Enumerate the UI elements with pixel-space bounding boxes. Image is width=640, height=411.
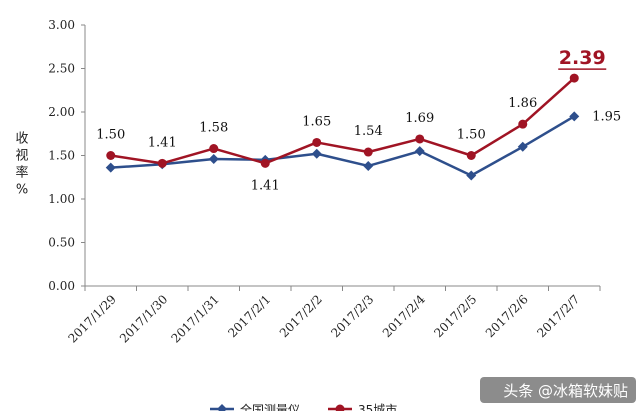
y-axis-label-char: %: [16, 183, 28, 198]
legend-marker: [335, 404, 345, 411]
legend-label: 35城市: [358, 402, 397, 411]
y-tick-label: 0.50: [48, 236, 75, 250]
y-axis-label-char: 视: [15, 149, 28, 164]
y-tick-label: 2.00: [48, 105, 75, 119]
legend-label: 全国测量仪: [240, 402, 300, 411]
y-tick-label: 1.00: [48, 192, 75, 206]
x-tick-label: 2017/2/3: [328, 292, 376, 340]
data-point: [569, 111, 580, 122]
x-tick-label: 2017/2/4: [380, 292, 428, 340]
data-point: [312, 137, 322, 147]
x-tick-label: 2017/2/7: [534, 292, 582, 340]
data-point: [363, 160, 374, 171]
data-point: [208, 153, 219, 164]
y-axis-label: 收视率%: [15, 132, 28, 198]
x-tick-label: 2017/1/29: [65, 292, 118, 345]
x-tick-label: 2017/2/2: [277, 292, 325, 340]
y-tick-label: 2.50: [48, 62, 75, 76]
x-tick-label: 2017/1/31: [168, 292, 221, 345]
series-line-1: [110, 77, 576, 165]
data-point: [157, 158, 167, 168]
data-label: 1.86: [508, 96, 537, 111]
data-point: [414, 146, 425, 157]
watermark-backdrop: [480, 377, 636, 403]
watermark: 头条 @冰箱软妹贴: [480, 377, 636, 403]
legend-marker: [217, 404, 227, 411]
data-label: 1.50: [96, 128, 125, 143]
data-label: 1.41: [148, 135, 177, 150]
data-point: [363, 147, 373, 157]
data-label-layer: 1.50 1.41 1.58 1.41 1.65 1.54 1.69 1.50 1.86 2.39…: [96, 47, 621, 193]
data-label: 1.95: [592, 109, 621, 124]
legend: 全国测量仪 35城市: [210, 402, 397, 411]
data-point: [517, 141, 528, 152]
y-axis-label-char: 收: [15, 132, 28, 147]
data-label: 1.65: [302, 114, 331, 129]
y-axis: 0.00 0.50 1.00 1.50 2.00 2.50 3.00: [48, 18, 86, 293]
data-label: 1.50: [457, 128, 486, 143]
x-tick-label: 2017/2/1: [225, 292, 273, 340]
data-label: 1.54: [354, 124, 383, 139]
data-label: 1.69: [405, 111, 434, 126]
data-point: [260, 158, 270, 168]
y-axis-label-char: 率: [15, 165, 28, 181]
data-point: [518, 119, 528, 129]
x-tick-label: 2017/2/5: [431, 292, 479, 340]
y-tick-label: 1.50: [48, 149, 75, 163]
data-point: [415, 134, 425, 144]
watermark-text: 头条 @冰箱软妹贴: [503, 382, 628, 400]
data-label-highlight: 2.39: [559, 47, 606, 69]
x-tick-label: 2017/1/30: [117, 292, 170, 345]
data-point: [466, 170, 477, 181]
data-point: [106, 151, 116, 160]
data-point: [466, 151, 476, 160]
data-point: [569, 73, 579, 83]
y-tick-label: 0.00: [48, 279, 75, 293]
series-layer: [105, 73, 580, 181]
data-point: [209, 144, 219, 154]
data-point: [311, 148, 322, 159]
data-label: 1.58: [199, 121, 228, 136]
data-label: 1.41: [251, 178, 280, 193]
series-line-0: [110, 115, 575, 177]
data-point: [105, 162, 116, 173]
x-tick-label: 2017/2/6: [483, 292, 531, 340]
y-tick-label: 3.00: [48, 18, 75, 32]
